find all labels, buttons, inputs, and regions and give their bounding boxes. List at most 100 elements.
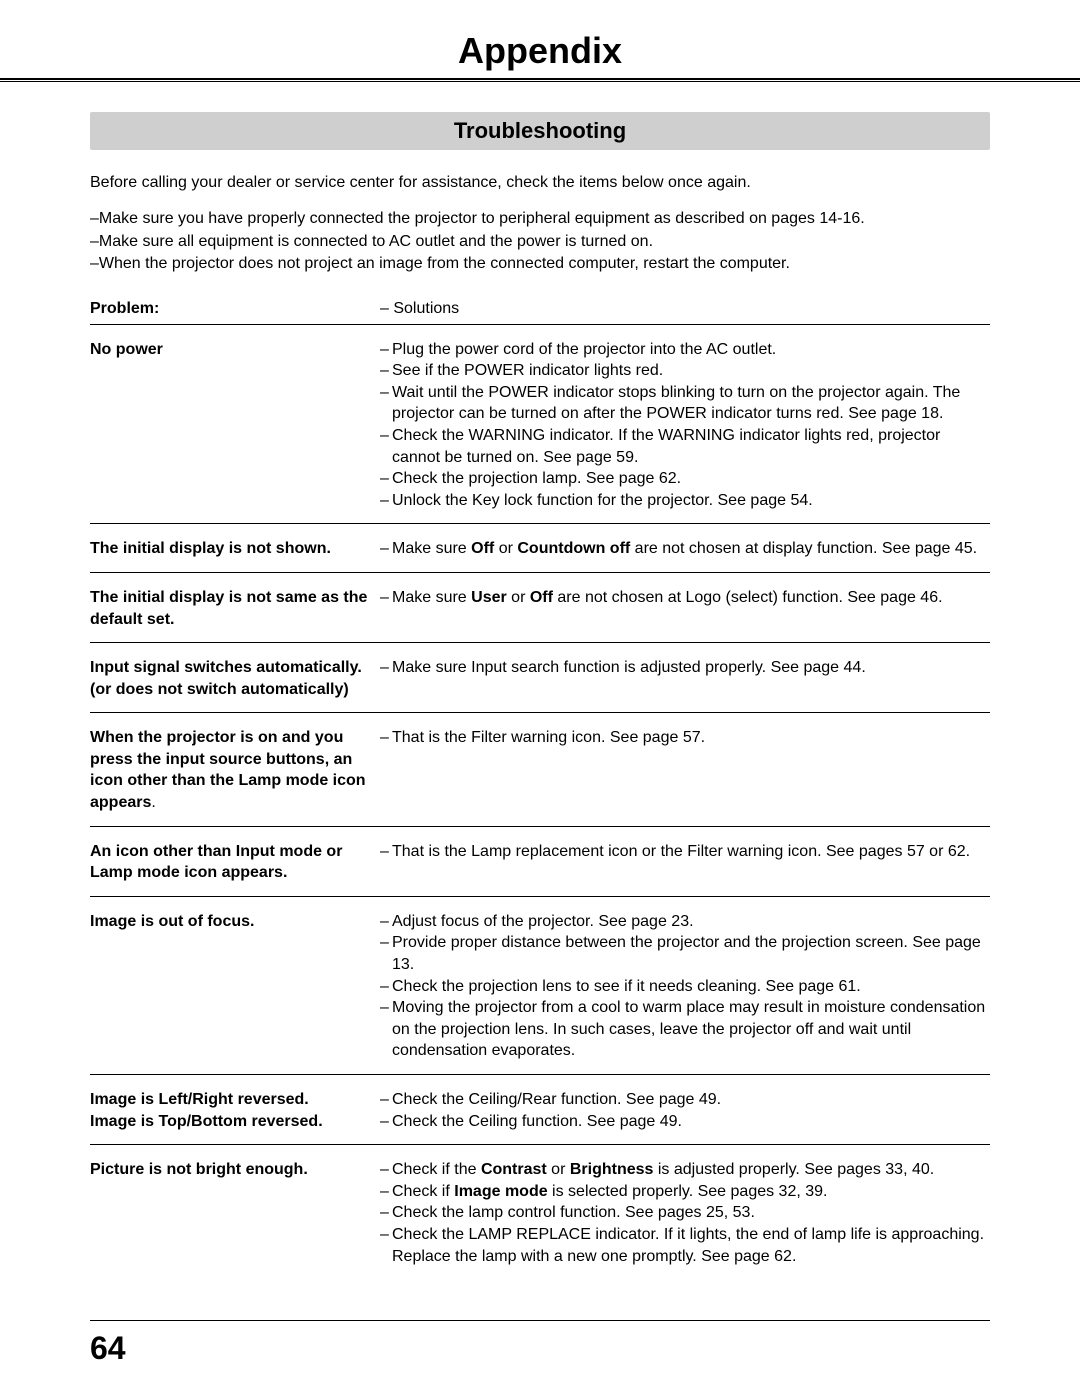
dash-icon: – <box>380 727 392 749</box>
page-number: 64 <box>90 1330 126 1367</box>
dash-icon: – <box>380 339 392 361</box>
solution-text: Check the WARNING indicator. If the WARN… <box>392 425 990 468</box>
solution-text: Check if Image mode is selected properly… <box>392 1181 990 1203</box>
table-row: No power– Plug the power cord of the pro… <box>90 325 990 525</box>
solution-text: Plug the power cord of the projector int… <box>392 339 990 361</box>
problem-cell: Picture is not bright enough. <box>90 1159 380 1267</box>
solution-line: – That is the Lamp replacement icon or t… <box>380 841 990 863</box>
problem-cell: An icon other than Input mode or Lamp mo… <box>90 841 380 884</box>
solution-text: See if the POWER indicator lights red. <box>392 360 990 382</box>
header-problem: Problem: <box>90 300 380 318</box>
solution-text: Moving the projector from a cool to warm… <box>392 997 990 1062</box>
dash-icon: – <box>380 538 392 560</box>
solution-cell: – Make sure Off or Countdown off are not… <box>380 538 990 560</box>
dash-icon: – <box>380 382 392 425</box>
dash-icon: – <box>380 360 392 382</box>
solution-line: – Make sure Off or Countdown off are not… <box>380 538 990 560</box>
dash-icon: – <box>380 841 392 863</box>
header-dash: – <box>380 300 389 317</box>
table-row: The initial display is not shown.– Make … <box>90 524 990 573</box>
solution-text: Unlock the Key lock function for the pro… <box>392 490 990 512</box>
table-row: Image is out of focus.– Adjust focus of … <box>90 897 990 1075</box>
solution-line: – Make sure Input search function is adj… <box>380 657 990 679</box>
solution-line: – Make sure User or Off are not chosen a… <box>380 587 990 609</box>
problem-cell: Image is Left/Right reversed.Image is To… <box>90 1089 380 1132</box>
solution-text: Adjust focus of the projector. See page … <box>392 911 990 933</box>
table-row: Image is Left/Right reversed.Image is To… <box>90 1075 990 1145</box>
dash-icon: – <box>380 911 392 933</box>
solution-line: – Unlock the Key lock function for the p… <box>380 490 990 512</box>
checklist-item: Make sure all equipment is connected to … <box>90 231 990 253</box>
solution-cell: – That is the Lamp replacement icon or t… <box>380 841 990 884</box>
solution-line: – Moving the projector from a cool to wa… <box>380 997 990 1062</box>
solution-line: – Check the projection lens to see if it… <box>380 976 990 998</box>
solution-line: – Check the Ceiling/Rear function. See p… <box>380 1089 990 1111</box>
solution-line: – Check if the Contrast or Brightness is… <box>380 1159 990 1181</box>
problem-cell: No power <box>90 339 380 512</box>
double-rule <box>0 78 1080 82</box>
problem-cell: Input signal switches automatically. (or… <box>90 657 380 700</box>
dash-icon: – <box>380 468 392 490</box>
solution-text: Check the Ceiling function. See page 49. <box>392 1111 990 1133</box>
solution-text: Check the projection lamp. See page 62. <box>392 468 990 490</box>
intro-text: Before calling your dealer or service ce… <box>90 172 990 194</box>
table-row: When the projector is on and you press t… <box>90 713 990 826</box>
header-solution-text: Solutions <box>393 300 459 317</box>
footer-rule <box>90 1320 990 1321</box>
solution-line: – Check the Ceiling function. See page 4… <box>380 1111 990 1133</box>
solution-line: – Provide proper distance between the pr… <box>380 932 990 975</box>
solution-line: – Check if Image mode is selected proper… <box>380 1181 990 1203</box>
solution-line: – Plug the power cord of the projector i… <box>380 339 990 361</box>
solution-text: Check the Ceiling/Rear function. See pag… <box>392 1089 990 1111</box>
table-row: Input signal switches automatically. (or… <box>90 643 990 713</box>
solution-text: That is the Lamp replacement icon or the… <box>392 841 990 863</box>
solution-line: – Check the lamp control function. See p… <box>380 1202 990 1224</box>
dash-icon: – <box>380 425 392 468</box>
solution-cell: – Plug the power cord of the projector i… <box>380 339 990 512</box>
dash-icon: – <box>380 1202 392 1224</box>
solution-line: – Adjust focus of the projector. See pag… <box>380 911 990 933</box>
solution-text: Check the lamp control function. See pag… <box>392 1202 990 1224</box>
dash-icon: – <box>380 1181 392 1203</box>
dash-icon: – <box>380 1111 392 1133</box>
solution-text: Make sure Off or Countdown off are not c… <box>392 538 990 560</box>
pre-checklist: Make sure you have properly connected th… <box>90 208 990 275</box>
solution-cell: – Check the Ceiling/Rear function. See p… <box>380 1089 990 1132</box>
solution-line: – See if the POWER indicator lights red. <box>380 360 990 382</box>
dash-icon: – <box>380 1159 392 1181</box>
header-solution: – Solutions <box>380 300 990 318</box>
problem-cell: Image is out of focus. <box>90 911 380 1062</box>
solution-text: Wait until the POWER indicator stops bli… <box>392 382 990 425</box>
solution-text: That is the Filter warning icon. See pag… <box>392 727 990 749</box>
dash-icon: – <box>380 657 392 679</box>
dash-icon: – <box>380 587 392 609</box>
dash-icon: – <box>380 1089 392 1111</box>
solution-text: Make sure User or Off are not chosen at … <box>392 587 990 609</box>
table-row: The initial display is not same as the d… <box>90 573 990 643</box>
dash-icon: – <box>380 997 392 1062</box>
solution-text: Provide proper distance between the proj… <box>392 932 990 975</box>
dash-icon: – <box>380 976 392 998</box>
table-row: An icon other than Input mode or Lamp mo… <box>90 827 990 897</box>
solution-cell: – That is the Filter warning icon. See p… <box>380 727 990 813</box>
solution-cell: – Make sure User or Off are not chosen a… <box>380 587 990 630</box>
checklist-item: Make sure you have properly connected th… <box>90 208 990 230</box>
solution-line: – Check the projection lamp. See page 62… <box>380 468 990 490</box>
solution-cell: – Check if the Contrast or Brightness is… <box>380 1159 990 1267</box>
section-banner-troubleshooting: Troubleshooting <box>90 112 990 150</box>
checklist-item: When the projector does not project an i… <box>90 253 990 275</box>
solution-text: Check if the Contrast or Brightness is a… <box>392 1159 990 1181</box>
solution-line: – Check the LAMP REPLACE indicator. If i… <box>380 1224 990 1267</box>
problem-cell: The initial display is not shown. <box>90 538 380 560</box>
solution-cell: – Adjust focus of the projector. See pag… <box>380 911 990 1062</box>
solution-text: Make sure Input search function is adjus… <box>392 657 990 679</box>
table-row: Picture is not bright enough.– Check if … <box>90 1145 990 1279</box>
solution-line: – Check the WARNING indicator. If the WA… <box>380 425 990 468</box>
dash-icon: – <box>380 932 392 975</box>
solution-text: Check the projection lens to see if it n… <box>392 976 990 998</box>
dash-icon: – <box>380 490 392 512</box>
table-header: Problem: – Solutions <box>90 294 990 325</box>
dash-icon: – <box>380 1224 392 1267</box>
solution-line: – Wait until the POWER indicator stops b… <box>380 382 990 425</box>
solution-cell: – Make sure Input search function is adj… <box>380 657 990 700</box>
